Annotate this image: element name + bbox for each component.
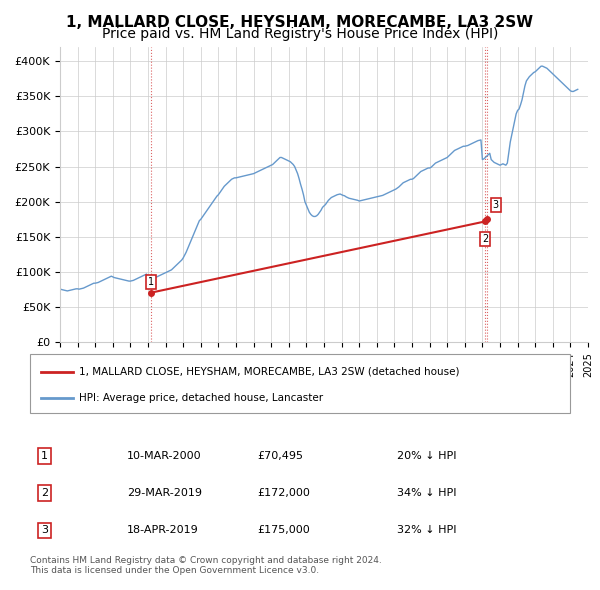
Text: £172,000: £172,000 [257, 489, 310, 498]
Text: 2: 2 [41, 489, 48, 498]
Text: 29-MAR-2019: 29-MAR-2019 [127, 489, 202, 498]
FancyBboxPatch shape [30, 354, 570, 413]
Text: £70,495: £70,495 [257, 451, 303, 461]
Text: 2: 2 [482, 234, 488, 244]
Text: HPI: Average price, detached house, Lancaster: HPI: Average price, detached house, Lanc… [79, 394, 323, 403]
Text: 1, MALLARD CLOSE, HEYSHAM, MORECAMBE, LA3 2SW (detached house): 1, MALLARD CLOSE, HEYSHAM, MORECAMBE, LA… [79, 367, 459, 376]
Text: Price paid vs. HM Land Registry's House Price Index (HPI): Price paid vs. HM Land Registry's House … [102, 27, 498, 41]
Text: 20% ↓ HPI: 20% ↓ HPI [397, 451, 457, 461]
Text: 18-APR-2019: 18-APR-2019 [127, 526, 199, 535]
Text: 1: 1 [41, 451, 48, 461]
Text: 1, MALLARD CLOSE, HEYSHAM, MORECAMBE, LA3 2SW: 1, MALLARD CLOSE, HEYSHAM, MORECAMBE, LA… [67, 15, 533, 30]
Text: Contains HM Land Registry data © Crown copyright and database right 2024.
This d: Contains HM Land Registry data © Crown c… [30, 556, 382, 575]
Text: 32% ↓ HPI: 32% ↓ HPI [397, 526, 457, 535]
Text: £175,000: £175,000 [257, 526, 310, 535]
Text: 3: 3 [41, 526, 48, 535]
Text: 10-MAR-2000: 10-MAR-2000 [127, 451, 202, 461]
Text: 34% ↓ HPI: 34% ↓ HPI [397, 489, 457, 498]
Text: 1: 1 [148, 277, 154, 287]
Text: 3: 3 [493, 200, 499, 210]
